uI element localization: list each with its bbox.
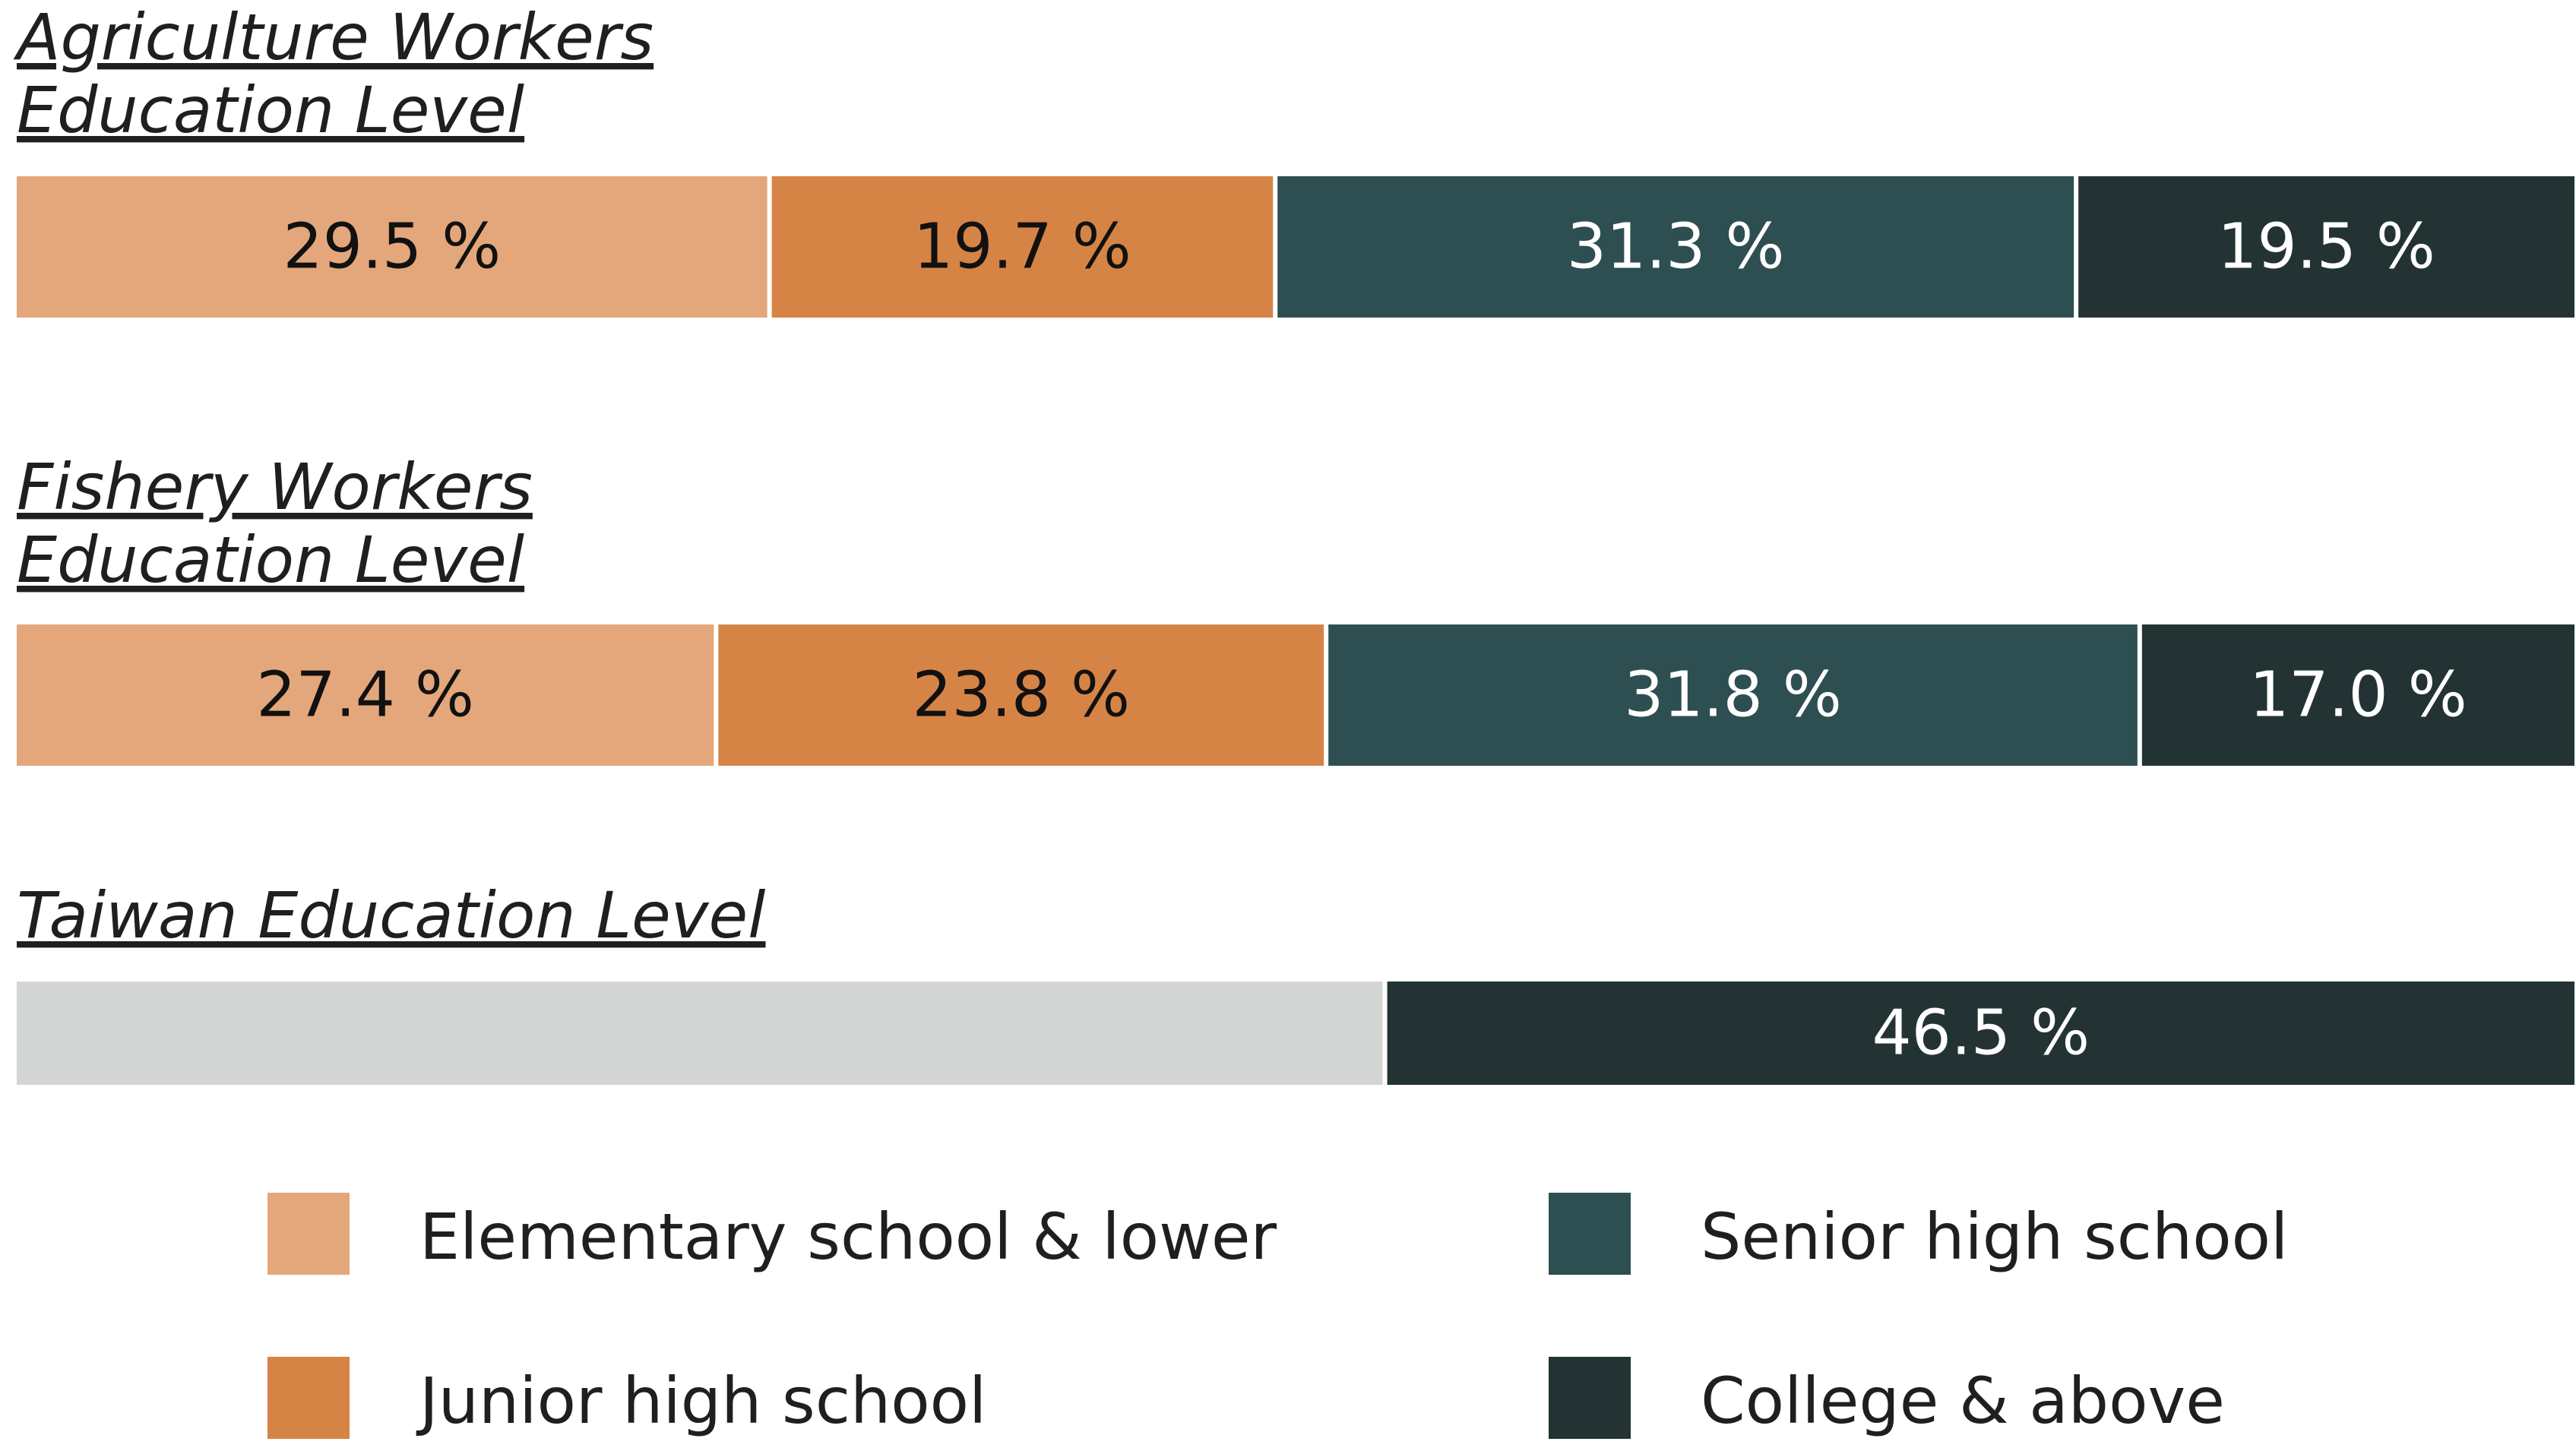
- bar-title-line: Education Level: [17, 523, 524, 597]
- bar-segment: [17, 982, 1383, 1085]
- legend-label: Junior high school: [416, 1364, 986, 1438]
- stacked-bars: 29.5 % 19.7 % 31.3 % 19.5 % 27.4 % 23.8 % 31.8…: [17, 176, 2574, 1085]
- legend-swatch: [1549, 1193, 1631, 1275]
- bar-title-line: Education Level: [17, 73, 524, 147]
- bar-segment-label: 19.5 %: [2217, 211, 2435, 283]
- legend-swatch: [267, 1193, 350, 1275]
- bar-segment-label: 27.4 %: [256, 659, 474, 732]
- bar-segment-label: 23.8 %: [912, 659, 1130, 732]
- bar-segment: [17, 176, 767, 318]
- bar-title-line: Agriculture Workers: [13, 0, 653, 74]
- legend-swatch: [1549, 1357, 1631, 1439]
- bar-segment: [1387, 982, 2574, 1085]
- bar-segment: [2078, 176, 2574, 318]
- bar-segment-label: 19.7 %: [913, 211, 1131, 283]
- bar-segment: [17, 624, 714, 766]
- bar-segment: [771, 176, 1274, 318]
- bar-segment-label: 46.5 %: [1872, 997, 2090, 1070]
- bar-segment-label: 31.3 %: [1567, 211, 1785, 283]
- legend-label: Elementary school & lower: [419, 1200, 1277, 1274]
- bar-titles: Agriculture Workers Education LevelFishe…: [13, 0, 766, 953]
- bar-segment-label: 31.8 %: [1624, 659, 1842, 732]
- legend: Elementary school & lower Senior high sch…: [267, 1193, 2288, 1439]
- legend-label: Senior high school: [1701, 1200, 2288, 1274]
- bar-segment: [1328, 624, 2138, 766]
- legend-swatch: [267, 1357, 350, 1439]
- legend-label: College & above: [1701, 1364, 2225, 1438]
- bar-title-line: Fishery Workers: [17, 450, 533, 524]
- bar-segment-label: 29.5 %: [283, 211, 502, 283]
- bar-segment: [1277, 176, 2074, 318]
- bar-segment: [718, 624, 1324, 766]
- bar-title-line: Taiwan Education Level: [17, 878, 766, 953]
- bar-segment: [2141, 624, 2574, 766]
- bar-segment-label: 17.0 %: [2249, 659, 2467, 732]
